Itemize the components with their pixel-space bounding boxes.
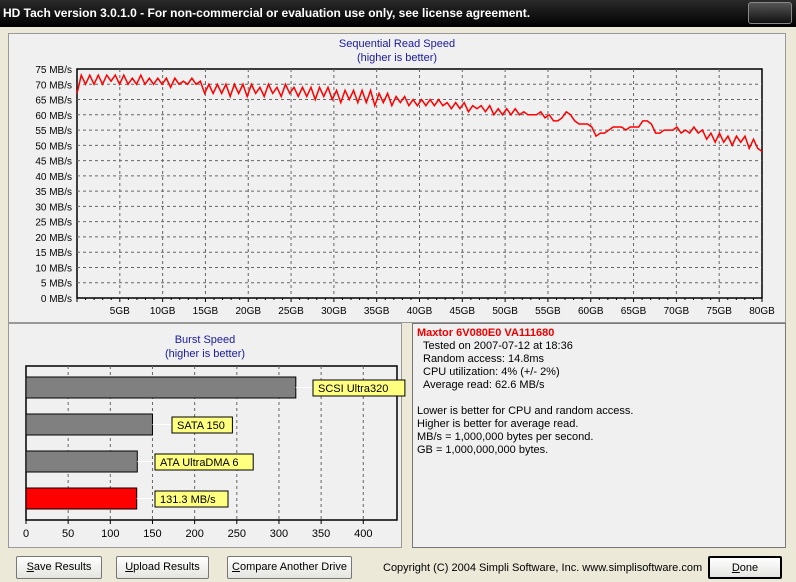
x-tick-label: 15GB [193, 306, 219, 317]
bar-label-box [312, 379, 406, 397]
x-tick-label: 35GB [364, 306, 390, 317]
average-read: Average read: 62.6 MB/s [423, 379, 545, 391]
bar-label: 131.3 MB/s [160, 494, 216, 506]
y-tick-label: 45 MB/s [35, 157, 72, 168]
seq-title: Sequential Read Speed [338, 38, 456, 50]
bar-label-box [171, 416, 233, 434]
x-tick-label: 20GB [235, 306, 261, 317]
x-tick-label: 300 [270, 528, 288, 540]
x-tick-label: 80GB [749, 306, 775, 317]
y-tick-label: 10 MB/s [35, 263, 72, 274]
x-tick-label: 50 [62, 528, 74, 540]
bar-label: ATA UltraDMA 6 [160, 457, 238, 469]
x-tick-label: 5GB [110, 306, 130, 317]
read-speed-line [76, 72, 763, 153]
x-tick-label: 150 [143, 528, 161, 540]
random-access: Random access: 14.8ms [423, 353, 545, 365]
x-tick-label: 75GB [706, 306, 732, 317]
y-tick-label: 40 MB/s [35, 172, 72, 183]
tested-date: Tested on 2007-07-12 at 18:36 [423, 340, 573, 352]
note: Higher is better for average read. [417, 418, 579, 430]
cpu-utilization: CPU utilization: 4% (+/- 2%) [423, 366, 560, 378]
y-tick-label: 5 MB/s [41, 279, 72, 290]
x-tick-label: 100 [101, 528, 119, 540]
x-tick-label: 25GB [278, 306, 304, 317]
save-results-button[interactable]: Save Results [16, 556, 102, 579]
burst-bar [25, 450, 138, 473]
y-tick-label: 30 MB/s [35, 202, 72, 213]
note: MB/s = 1,000,000 bytes per second. [417, 431, 594, 443]
y-tick-label: 35 MB/s [35, 187, 72, 198]
x-tick-label: 0 [23, 528, 29, 540]
burst-subtitle: (higher is better) [164, 348, 246, 360]
y-tick-label: 70 MB/s [35, 80, 72, 91]
x-tick-label: 30GB [321, 306, 347, 317]
title-bar: HD Tach version 3.0.1.0 - For non-commer… [0, 0, 796, 27]
drive-name: Maxtor 6V080E0 VA111680 [417, 327, 555, 339]
drive-info-panel: Maxtor 6V080E0 VA111680 Tested on 2007-0… [412, 323, 786, 548]
burst-bar [25, 413, 153, 436]
burst-bar [25, 376, 297, 399]
bar-label-box [154, 453, 254, 471]
window-close-button[interactable] [748, 2, 792, 24]
bar-label: SCSI Ultra320 [318, 383, 388, 395]
x-tick-label: 45GB [450, 306, 476, 317]
x-tick-label: 50GB [492, 306, 518, 317]
y-tick-label: 0 MB/s [41, 294, 72, 305]
seq-chart-title: Sequential Read Speed (higher is better) [8, 37, 786, 65]
compare-drive-button[interactable]: Compare Another Drive [227, 556, 352, 579]
burst-bar [25, 487, 138, 510]
burst-chart-title: Burst Speed (higher is better) [8, 333, 402, 361]
done-button[interactable]: Done [708, 556, 782, 579]
burst-title: Burst Speed [174, 334, 236, 346]
window-title: HD Tach version 3.0.1.0 - For non-commer… [3, 6, 531, 20]
x-tick-label: 55GB [535, 306, 561, 317]
bar-label: SATA 150 [177, 420, 225, 432]
upload-results-button[interactable]: Upload Results [116, 556, 209, 579]
seq-subtitle: (higher is better) [356, 52, 438, 64]
x-tick-label: 250 [228, 528, 246, 540]
x-tick-label: 200 [185, 528, 203, 540]
y-tick-label: 65 MB/s [35, 96, 72, 107]
y-tick-label: 25 MB/s [35, 218, 72, 229]
copyright-text: Copyright (C) 2004 Simpli Software, Inc.… [383, 562, 703, 574]
y-tick-label: 20 MB/s [35, 233, 72, 244]
bar-label-box [154, 490, 229, 508]
x-tick-label: 40GB [407, 306, 433, 317]
y-tick-label: 55 MB/s [35, 126, 72, 137]
y-tick-label: 15 MB/s [35, 248, 72, 259]
y-tick-label: 50 MB/s [35, 141, 72, 152]
x-tick-label: 10GB [150, 306, 176, 317]
x-tick-label: 70GB [664, 306, 690, 317]
x-tick-label: 60GB [578, 306, 604, 317]
note: Lower is better for CPU and random acces… [417, 405, 634, 417]
x-tick-label: 400 [354, 528, 372, 540]
note: GB = 1,000,000,000 bytes. [417, 444, 549, 456]
y-tick-label: 75 MB/s [35, 65, 72, 76]
x-tick-label: 350 [312, 528, 330, 540]
x-tick-label: 65GB [621, 306, 647, 317]
y-tick-label: 60 MB/s [35, 111, 72, 122]
